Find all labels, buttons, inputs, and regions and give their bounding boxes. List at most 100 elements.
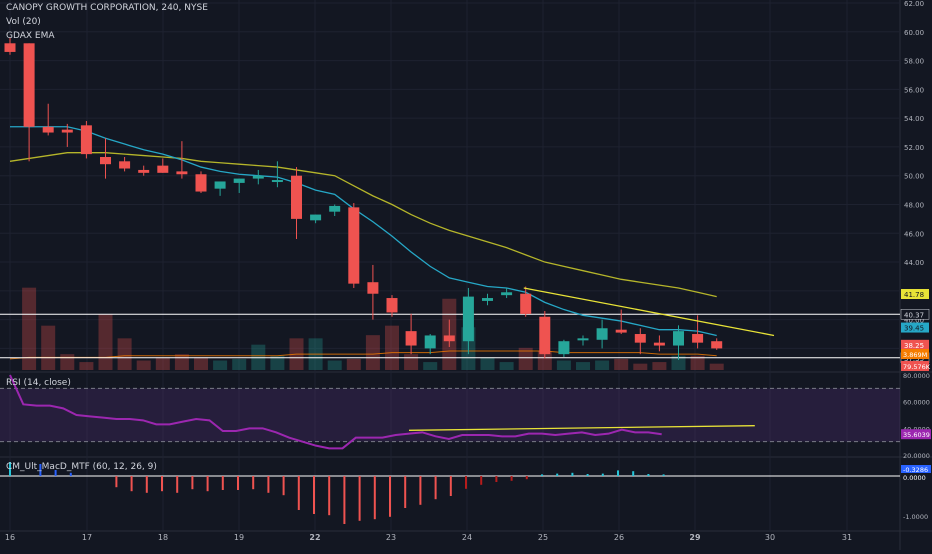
price-label-box: [901, 322, 929, 333]
macd-histogram-bar: [404, 476, 407, 508]
candle-body: [310, 214, 322, 221]
candle-body: [482, 298, 493, 301]
rsi-band-fill: [0, 388, 900, 442]
volume-label: 3.869M: [903, 351, 927, 359]
y-tick-label: 48.00: [904, 201, 924, 209]
rsi-value-label: 35.6039: [903, 431, 930, 439]
y-tick-label: 50.00: [904, 173, 924, 181]
macd-histogram-bar: [282, 476, 285, 496]
volume-label-box: [901, 361, 929, 371]
candle-body: [100, 156, 111, 165]
x-tick-label: 23: [386, 533, 396, 542]
candle-body: [424, 335, 436, 349]
macd-histogram-bar: [525, 476, 528, 480]
macd-histogram-bar: [510, 476, 513, 481]
volume-bar: [690, 355, 705, 370]
candle-body: [443, 335, 455, 342]
macd-histogram-bar: [617, 470, 619, 476]
rsi-line: [9, 374, 662, 450]
candle-body: [501, 292, 513, 296]
volume-label-box: [901, 349, 929, 359]
volume-ma-line: [9, 350, 717, 360]
macd-value-label: 0.0000: [903, 474, 926, 482]
candle-body: [291, 175, 302, 219]
candle-body: [577, 338, 589, 341]
macd-value-label: -0.3286: [903, 466, 928, 474]
macd-histogram-bar: [221, 476, 224, 490]
price-label-box: [901, 339, 929, 350]
volume-bar: [595, 360, 610, 370]
candle-body: [42, 126, 54, 133]
volume-legend[interactable]: Vol (20): [6, 17, 41, 27]
volume-bar: [518, 347, 533, 370]
x-tick-label: 25: [538, 533, 548, 542]
candle-body: [119, 161, 131, 169]
macd-value-box: [901, 473, 931, 482]
candle-body: [558, 341, 570, 355]
volume-bar: [155, 357, 170, 370]
x-tick-label: 16: [5, 533, 15, 542]
volume-bar: [232, 358, 247, 370]
volume-bar: [79, 362, 94, 370]
macd-histogram-bar: [662, 474, 665, 476]
macd-histogram-bar: [145, 476, 148, 493]
volume-bar: [174, 354, 189, 370]
volume-bar: [652, 362, 667, 370]
rsi-y-tick-label: 60.0000: [903, 399, 930, 407]
volume-bar: [346, 358, 361, 370]
volume-bar: [404, 354, 419, 370]
ema-legend[interactable]: GDAX EMA: [6, 31, 55, 41]
y-tick-label: 54.00: [904, 115, 924, 123]
macd-legend[interactable]: CM_Ult_MacD_MTF (60, 12, 26, 9): [6, 462, 157, 472]
candle-body: [348, 207, 360, 284]
candle-body: [673, 331, 684, 346]
volume-bar: [22, 287, 37, 370]
price-label: 41.78: [904, 291, 924, 299]
macd-histogram-bar: [237, 476, 239, 490]
macd-histogram-bar: [601, 473, 604, 476]
candle-body: [157, 165, 169, 173]
candle-body: [711, 341, 723, 349]
x-tick-label: 19: [234, 533, 244, 542]
rsi-trendline: [408, 425, 755, 431]
volume-bar: [671, 355, 686, 370]
volume-bar: [537, 351, 552, 370]
volume-bar: [499, 362, 514, 370]
y-tick-label: 60.00: [904, 29, 924, 37]
volume-bar: [60, 354, 75, 370]
volume-bar: [213, 360, 228, 370]
x-tick-label: 30: [765, 533, 775, 542]
candle-body: [634, 334, 646, 343]
macd-histogram-bar: [54, 470, 57, 476]
macd-value-box: [901, 465, 931, 474]
macd-histogram-bar: [9, 462, 11, 476]
volume-bar: [614, 358, 629, 370]
price-label: 40.37: [904, 311, 924, 319]
candle-body: [692, 334, 704, 343]
macd-histogram-bar: [328, 476, 331, 516]
candle-body: [138, 169, 150, 173]
volume-bar: [365, 335, 380, 370]
volume-bar: [117, 338, 132, 370]
candle-body: [4, 43, 16, 52]
x-tick-label: 29: [689, 533, 701, 542]
x-tick-label: 26: [614, 533, 624, 542]
macd-histogram-bar: [115, 476, 118, 488]
candle-body: [233, 178, 245, 183]
candle-body: [539, 316, 551, 355]
candle-body: [462, 296, 474, 342]
rsi-value-box: [901, 429, 931, 440]
macd-histogram-bar: [586, 474, 589, 476]
candle-body: [176, 171, 188, 175]
volume-bar: [385, 325, 399, 370]
macd-histogram-bar: [130, 476, 133, 492]
y-tick-label: 58.00: [904, 58, 924, 66]
y-tick-label: 62.00: [904, 0, 924, 8]
rsi-y-tick-label: 80.0000: [903, 372, 930, 380]
y-tick-label: 44.00: [904, 259, 924, 267]
volume-bar: [556, 360, 571, 370]
macd-histogram-bar: [267, 476, 270, 493]
macd-histogram-bar: [373, 476, 376, 520]
rsi-legend[interactable]: RSI (14, close): [6, 378, 71, 388]
